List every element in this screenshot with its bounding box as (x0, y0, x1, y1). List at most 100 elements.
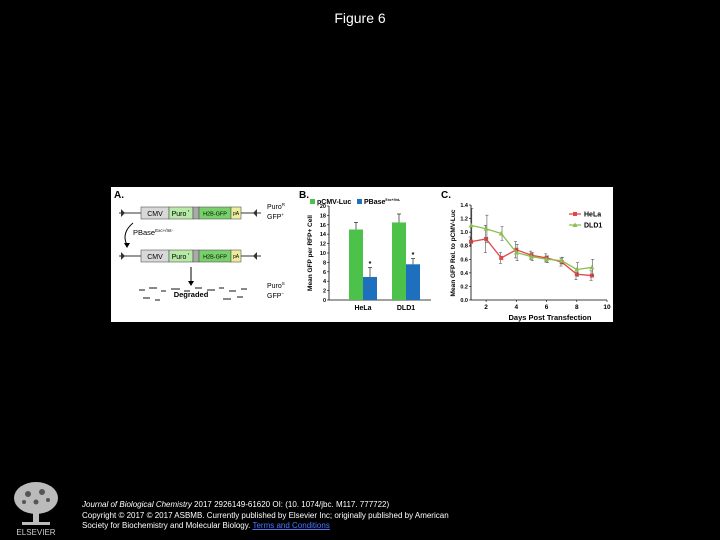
line-legend: HeLa DLD1 (569, 212, 602, 230)
bar-category-label: HeLa (354, 305, 371, 312)
page-title: Figure 6 (334, 10, 386, 26)
bottom-h2b-label: H2B-GFP (203, 255, 227, 261)
legend-swatch-pbase (357, 199, 362, 204)
panel-a: A. CMV Puro r H2B-GFP pA PuroR (114, 190, 286, 301)
line-x-tick-label: 8 (575, 304, 579, 311)
bar-y-tick-label: 0 (323, 298, 326, 304)
data-point-hela (499, 255, 504, 260)
bottom-phenotype-puro: Puro (267, 283, 282, 290)
data-point-dld1 (498, 231, 504, 236)
elsevier-wordmark: ELSEVIER (16, 528, 55, 537)
bar-y-tick-label: 12 (320, 242, 326, 248)
line-y-axis-label: Mean GFP Rel. to pCMV-Luc (450, 209, 457, 296)
line-x-axis-label: Days Post Transfection (509, 313, 592, 322)
panel-c: C. Mean GFP Rel. to pCMV-Luc Days Post T… (441, 190, 611, 322)
line-y-tick-label: 0.4 (460, 271, 469, 277)
legend-swatch-pcmv (310, 199, 315, 204)
figure-panel: A. CMV Puro r H2B-GFP pA PuroR (111, 187, 613, 322)
top-phenotype-gfp: GFP (267, 214, 282, 221)
legend-label-dld1: DLD1 (584, 223, 602, 230)
bar (363, 276, 377, 300)
journal-name: Journal of Biological Chemistry (82, 500, 192, 509)
top-construct: CMV Puro r H2B-GFP pA (119, 206, 261, 220)
top-puro-sup: r (188, 208, 190, 213)
svg-text:PuroS: PuroS (267, 281, 285, 290)
line-x-tick-label: 2 (484, 304, 488, 311)
top-pa-label: pA (233, 211, 240, 217)
significance-star: * (412, 252, 415, 259)
legend-label-pbase: PBase (364, 199, 386, 206)
line-x-tick-label: 10 (603, 304, 611, 311)
bar-plot: 0 2 4 6 8 10 12 14 16 18 20 * HeLa * DLD1 (320, 204, 431, 312)
bar-y-tick-label: 16 (320, 223, 326, 229)
svg-text:GFP+: GFP+ (267, 212, 284, 221)
panel-b-label: B. (299, 190, 309, 201)
bar-y-axis-label: Mean GFP per RFP+ Cell (307, 215, 314, 291)
data-point-dld1 (468, 222, 474, 228)
top-cmv-label: CMV (147, 211, 163, 218)
line-y-tick-label: 0.2 (460, 284, 468, 290)
top-phenotype-puro-sup: R (282, 202, 286, 207)
legend-label-pbase-sup: Exc+/Int- (385, 198, 401, 202)
data-point-dld1 (589, 264, 595, 270)
line-y-tick-label: 1.0 (460, 230, 468, 236)
panel-a-label: A. (114, 190, 124, 201)
data-point-hela (484, 236, 489, 241)
bar (392, 222, 406, 300)
data-point-dld1 (574, 266, 580, 272)
legend-marker-dld1 (572, 222, 578, 227)
citation-text: 2017 2926149-61620 OI: (10. 1074/jbc. M1… (191, 500, 390, 509)
bar-y-tick-label: 8 (323, 260, 326, 266)
bar-y-tick-label: 2 (323, 289, 326, 295)
significance-star: * (369, 261, 372, 268)
bottom-pa-label: pA (233, 254, 240, 260)
bar-category-label: DLD1 (397, 305, 415, 312)
top-phenotype-gfp-sup: + (281, 212, 284, 217)
elsevier-tree-icon: ELSEVIER (6, 478, 66, 538)
line-y-tick-label: 0.6 (460, 257, 468, 263)
curved-arrow-icon (124, 222, 134, 246)
bar-y-tick-label: 4 (323, 279, 327, 285)
data-point-hela (514, 247, 519, 252)
bar (349, 229, 363, 300)
enzyme-sup: Exc+/Int- (155, 228, 173, 233)
line-y-tick-label: 0.8 (460, 244, 468, 250)
degraded-fragments (139, 287, 247, 301)
bottom-phenotype-puro-sup: S (282, 281, 285, 286)
line-x-tick-label: 4 (515, 304, 519, 311)
panel-c-label: C. (441, 190, 451, 201)
bottom-puro-label: Puro (172, 254, 187, 261)
data-point-dld1 (559, 258, 565, 263)
data-point-hela (469, 239, 473, 244)
bottom-phenotype-gfp: GFP (267, 293, 282, 300)
svg-text:GFP−: GFP− (267, 291, 284, 300)
bar-y-tick-label: 6 (323, 270, 326, 276)
top-h2b-label: H2B-GFP (203, 212, 227, 218)
legend-marker-hela (573, 212, 577, 216)
legend-label-hela: HeLa (584, 212, 601, 219)
svg-text:PuroR: PuroR (267, 202, 286, 211)
data-point-hela (574, 272, 579, 277)
bar (406, 264, 420, 300)
curved-arrow-head-icon (124, 243, 130, 248)
top-phenotype-puro: Puro (267, 204, 282, 211)
data-point-dld1 (483, 226, 489, 231)
bar-y-tick-label: 14 (320, 232, 327, 238)
top-puro-label: Puro (172, 211, 187, 218)
citation-footer: Journal of Biological Chemistry 2017 292… (82, 500, 642, 532)
legend-label-pcmv: pCMV-Luc (317, 199, 351, 206)
degraded-label: Degraded (174, 290, 209, 299)
terms-link[interactable]: Terms and Conditions (252, 521, 330, 530)
bottom-puro-sup: r (188, 251, 190, 256)
bottom-phenotype-gfp-sup: − (281, 291, 284, 296)
line-plot: 0.0 0.2 0.4 0.6 0.8 1.0 1.2 1.4 2 4 6 8 10 (460, 203, 611, 311)
data-point-dld1 (544, 256, 550, 262)
series-line-dld1 (470, 224, 592, 271)
line-y-tick-label: 0.0 (460, 298, 468, 304)
line-x-tick-label: 6 (545, 304, 549, 311)
svg-text:PBaseExc+/Int-: PBaseExc+/Int- (364, 198, 401, 206)
line-y-tick-label: 1.2 (460, 217, 468, 223)
bar-y-tick-label: 20 (320, 204, 326, 210)
society-text: Society for Biochemistry and Molecular B… (82, 521, 251, 530)
copyright-text: Copyright © 2017 © 2017 ASBMB. Currently… (82, 510, 449, 520)
